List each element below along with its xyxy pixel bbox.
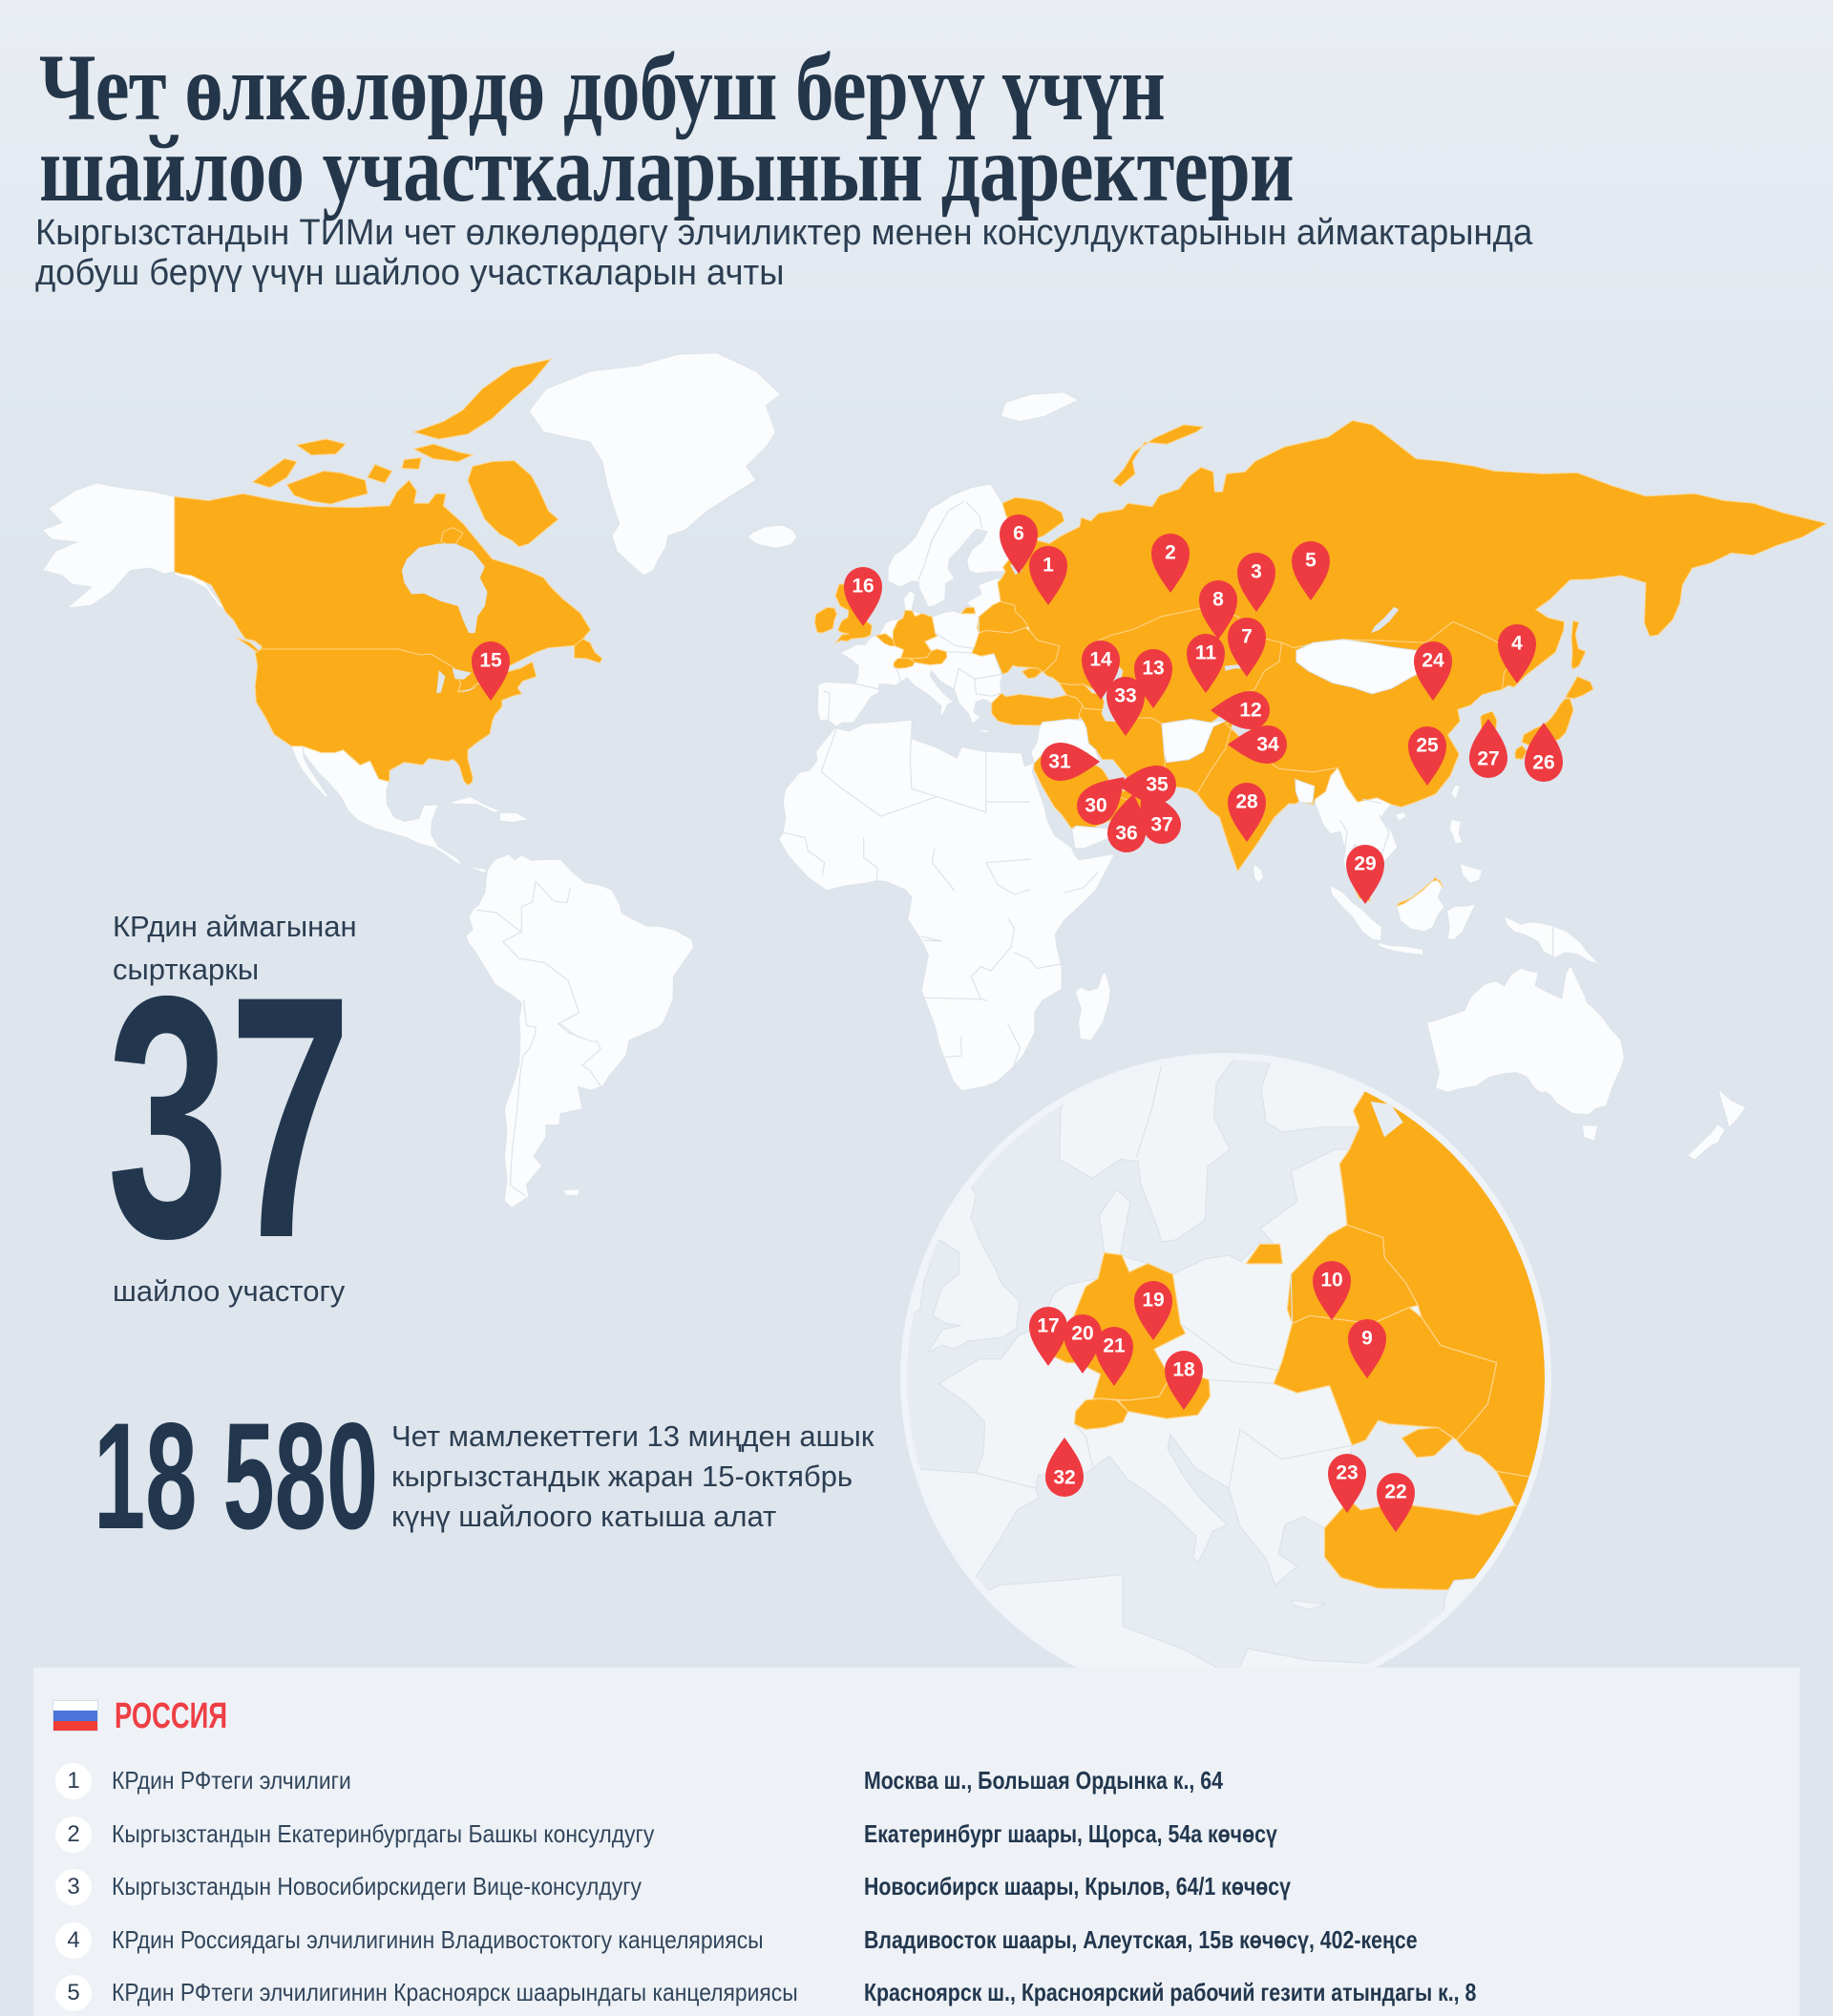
svg-text:28: 28 <box>1235 791 1258 813</box>
svg-text:8: 8 <box>1212 589 1224 611</box>
svg-text:37: 37 <box>1150 814 1172 836</box>
svg-text:25: 25 <box>1416 735 1439 757</box>
svg-text:2: 2 <box>1165 542 1176 564</box>
svg-text:31: 31 <box>1048 751 1071 773</box>
svg-text:33: 33 <box>1114 685 1136 707</box>
svg-text:16: 16 <box>852 576 874 598</box>
svg-text:11: 11 <box>1195 642 1217 664</box>
svg-text:10: 10 <box>1320 1270 1342 1292</box>
svg-text:9: 9 <box>1361 1328 1373 1350</box>
svg-text:32: 32 <box>1053 1467 1075 1489</box>
svg-text:19: 19 <box>1142 1290 1164 1312</box>
svg-text:29: 29 <box>1354 853 1376 875</box>
svg-text:14: 14 <box>1089 649 1112 671</box>
svg-text:7: 7 <box>1241 626 1253 648</box>
svg-text:20: 20 <box>1071 1323 1093 1345</box>
svg-text:18: 18 <box>1172 1359 1195 1381</box>
svg-text:15: 15 <box>479 650 502 672</box>
svg-text:27: 27 <box>1477 748 1499 770</box>
svg-text:13: 13 <box>1142 658 1164 680</box>
svg-text:22: 22 <box>1384 1481 1406 1503</box>
svg-text:30: 30 <box>1085 795 1106 817</box>
svg-text:4: 4 <box>1511 633 1523 655</box>
svg-text:21: 21 <box>1103 1335 1126 1357</box>
svg-text:5: 5 <box>1305 550 1317 572</box>
svg-text:36: 36 <box>1115 823 1137 845</box>
svg-text:12: 12 <box>1239 700 1261 722</box>
svg-text:1: 1 <box>1043 555 1054 577</box>
svg-text:26: 26 <box>1532 752 1554 774</box>
svg-text:24: 24 <box>1422 650 1444 672</box>
svg-text:35: 35 <box>1146 774 1169 796</box>
svg-text:3: 3 <box>1251 561 1262 583</box>
svg-text:17: 17 <box>1037 1315 1059 1337</box>
svg-text:6: 6 <box>1013 523 1024 545</box>
svg-text:34: 34 <box>1256 734 1279 756</box>
svg-text:23: 23 <box>1336 1462 1358 1484</box>
